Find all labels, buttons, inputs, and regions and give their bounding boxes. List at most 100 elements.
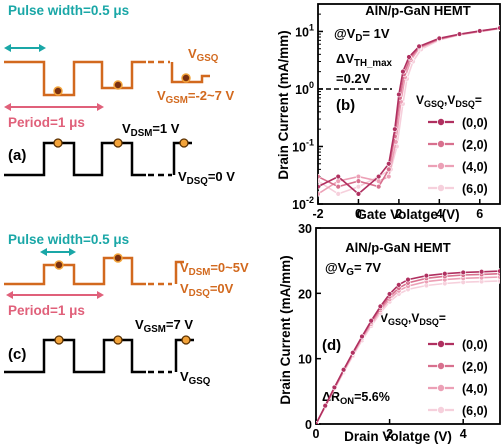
panel-label-b: (b) xyxy=(336,97,355,114)
panel-label-a: (a) xyxy=(8,147,26,164)
x-tick-label-b-2: 2 xyxy=(395,207,402,221)
data-point-b-0-9 xyxy=(416,43,422,50)
vdsq-label-c: VDSQ​=0V xyxy=(180,281,234,299)
y-tick-label-d-1: 10 xyxy=(298,353,312,367)
data-point-b-2-2 xyxy=(355,173,362,180)
legend-entry-d-0: (0,0) xyxy=(462,338,488,352)
sample-dot-a5 xyxy=(113,138,123,148)
x-tick-label-d-2: 4 xyxy=(460,427,467,441)
delta-vth-value-b: =0.2V xyxy=(336,71,371,86)
x-tick-label-d-0: 0 xyxy=(313,427,320,441)
data-point-b-0-0 xyxy=(318,183,321,190)
data-point-d-0-9 xyxy=(396,282,402,288)
data-point-b-0-13 xyxy=(497,25,500,31)
sample-dot-c5 xyxy=(181,335,191,345)
y-tick-label-d-2: 20 xyxy=(298,287,312,301)
legend-marker-b-2 xyxy=(436,161,445,170)
data-point-b-3-2 xyxy=(355,183,362,190)
data-point-d-0-5 xyxy=(359,333,365,340)
data-point-b-2-1 xyxy=(335,178,341,184)
data-point-d-0-10 xyxy=(405,276,411,283)
data-point-b-1-2 xyxy=(355,178,362,184)
data-point-b-1-0 xyxy=(318,173,321,180)
vgsq-label-a: VGSQ​ xyxy=(188,46,219,64)
legend-entry-b-1: (2,0) xyxy=(462,138,488,152)
data-point-d-0-1 xyxy=(322,403,328,409)
panel-a: Pulse width=0.5 μs VGSQ​ VGSM​=-2~7 V Pe… xyxy=(4,3,235,187)
chart-b: Drain Current (mA/mm) Gate Volatge (V) A… xyxy=(276,3,501,222)
x-tick-label-d-1: 2 xyxy=(386,427,393,441)
sample-dot-a3 xyxy=(181,73,191,83)
series-line-b-0 xyxy=(318,27,500,195)
legend-title-d: VGSQ​,VDSQ​= xyxy=(380,311,446,327)
data-point-b-0-4 xyxy=(386,161,392,167)
legend-entry-b-3: (6,0) xyxy=(462,182,488,196)
series-line-d-0 xyxy=(316,270,500,424)
pulse-width-arrow-c xyxy=(40,248,76,256)
legend-marker-d-0 xyxy=(436,339,445,348)
period-label-c: Period=1 μs xyxy=(8,303,85,318)
period-arrow-a xyxy=(4,103,104,111)
delta-vth-b: ΔVTH_max​ xyxy=(336,51,393,69)
gate-waveform-end-a xyxy=(170,62,210,84)
condition-b: @VD​= 1V xyxy=(334,26,390,44)
data-point-b-0-11 xyxy=(456,31,463,37)
data-point-b-3-1 xyxy=(335,191,341,197)
legend-entry-d-1: (2,0) xyxy=(462,360,488,374)
y-tick-label-b-2: 100 xyxy=(295,80,314,97)
vdsm-label-c: VDSM​=0~5V xyxy=(180,260,249,278)
data-point-d-0-0 xyxy=(316,421,319,424)
sample-dot-c2 xyxy=(113,253,123,263)
gate-waveform-a xyxy=(4,60,146,97)
data-point-d-0-11 xyxy=(423,272,430,279)
data-point-b-2-0 xyxy=(318,191,321,197)
data-point-b-0-5 xyxy=(392,126,398,132)
plot-frame-d xyxy=(315,227,501,425)
xlabel-d: Drain Volatge (V) xyxy=(344,429,452,444)
period-label-a: Period=1 μs xyxy=(8,115,85,130)
y-tick-label-d-0: 0 xyxy=(305,418,312,432)
data-point-b-0-3 xyxy=(375,173,382,180)
y-tick-label-b-0: 10-2 xyxy=(292,195,314,212)
data-point-d-0-6 xyxy=(368,318,374,324)
drain-waveform-a xyxy=(4,141,146,177)
data-point-b-0-6 xyxy=(396,91,402,98)
data-point-b-1-1 xyxy=(335,183,341,190)
sample-dot-a1 xyxy=(53,86,63,96)
condition-d: @VG​= 7V xyxy=(325,260,381,278)
x-tick-label-b-4: 6 xyxy=(476,207,483,221)
legend-entry-d-3: (6,0) xyxy=(462,404,488,418)
device-title-b: AlN/p-GaN HEMT xyxy=(365,3,471,18)
gate-waveform-end-c xyxy=(174,338,194,372)
legend-marker-b-1 xyxy=(436,139,445,148)
sample-dot-c1 xyxy=(54,260,64,270)
period-arrow-c xyxy=(6,291,104,299)
data-point-b-1-4 xyxy=(386,166,392,173)
legend-marker-b-3 xyxy=(436,183,445,192)
panel-label-d: (d) xyxy=(322,337,341,354)
sample-dot-a4 xyxy=(53,138,63,148)
legend-entry-b-0: (0,0) xyxy=(462,116,488,130)
data-point-d-3-15 xyxy=(497,278,500,284)
device-title-d: AlN/p-GaN HEMT xyxy=(345,240,451,255)
data-point-d-0-13 xyxy=(460,269,466,276)
data-point-b-0-12 xyxy=(477,28,483,34)
legend-marker-d-1 xyxy=(436,361,445,370)
ylabel-b: Drain Current (mA/mm) xyxy=(276,30,291,179)
data-point-d-0-14 xyxy=(478,269,485,275)
legend-marker-d-3 xyxy=(436,405,445,414)
data-point-b-0-1 xyxy=(335,173,341,180)
data-point-d-0-7 xyxy=(377,303,384,310)
data-point-b-0-10 xyxy=(436,35,443,41)
data-point-d-0-3 xyxy=(340,367,347,373)
y-tick-label-b-1: 10-1 xyxy=(292,137,314,154)
pulse-width-label-a: Pulse width=0.5 μs xyxy=(8,3,129,18)
data-point-b-0-2 xyxy=(355,191,362,197)
vdsq-label-a: VDSQ​=0 V xyxy=(178,169,235,187)
data-point-b-0-7 xyxy=(400,68,406,75)
x-tick-label-b-0: -2 xyxy=(312,207,323,221)
sample-dot-c3 xyxy=(54,335,64,345)
vgsm-label-a: VGSM​=-2~7 V xyxy=(157,88,234,106)
data-point-d-0-12 xyxy=(442,271,448,277)
sample-dot-c4 xyxy=(113,335,123,345)
